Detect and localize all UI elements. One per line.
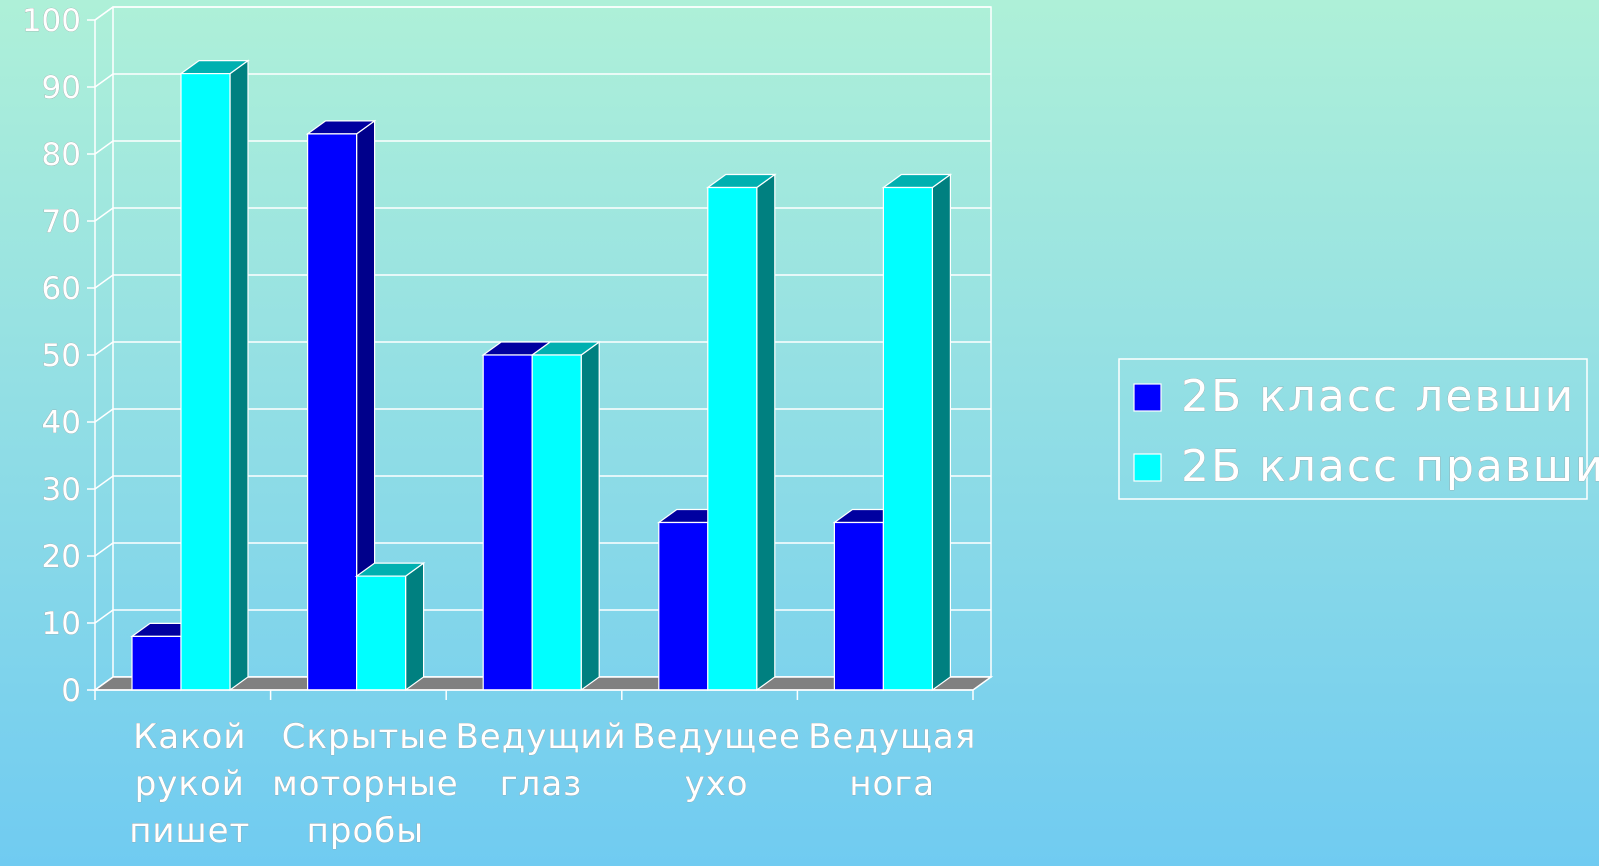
bar-front [307, 133, 358, 691]
gridline-diagonal [94, 408, 114, 423]
bar [705, 173, 777, 692]
legend: 2Б класс левши 2Б класс правши [1118, 358, 1599, 500]
y-tick-label: 40 [42, 405, 81, 441]
bar-front [658, 521, 709, 691]
gridline-diagonal [94, 73, 114, 88]
gridline-diagonal [94, 207, 114, 222]
legend-box [1118, 358, 1588, 500]
legend-item: 2Б класс правши [1133, 441, 1599, 492]
gridline-diagonal [94, 609, 114, 624]
legend-label: 2Б класс правши [1181, 441, 1599, 492]
bar-side [405, 561, 425, 692]
bar-side [931, 173, 952, 692]
gridline-diagonal [94, 475, 114, 490]
legend-item: 2Б класс левши [1133, 371, 1575, 422]
legend-label: 2Б класс левши [1181, 371, 1575, 422]
x-tick-label: Какой рукой пишет [129, 717, 250, 851]
bar [530, 340, 602, 692]
bar-front [833, 521, 885, 691]
bar-side [756, 173, 776, 692]
bar-front [882, 186, 934, 691]
bar [881, 173, 953, 692]
gridline-diagonal [94, 140, 114, 155]
y-tick-label: 90 [42, 70, 81, 106]
bar-front [131, 635, 182, 691]
x-tick-label: Скрытые моторные пробы [272, 717, 459, 851]
bars [130, 59, 953, 692]
y-tick-label: 100 [22, 3, 81, 39]
gridline-diagonal [94, 274, 114, 289]
bar-front [356, 575, 407, 691]
y-tick-label: 0 [61, 673, 81, 709]
bar [305, 119, 377, 692]
y-axis: 0 10 20 30 40 50 60 70 80 90 100 [22, 3, 96, 709]
x-tick-label: Ведущее ухо [632, 717, 801, 804]
bar-front [531, 354, 582, 691]
y-tick-label: 80 [42, 137, 81, 173]
bar [354, 561, 426, 692]
x-tick-label: Ведущая нога [808, 717, 976, 804]
bar-side [580, 340, 600, 692]
y-tick-label: 30 [42, 472, 81, 508]
gridline-diagonal [94, 6, 114, 21]
legend-swatch [1133, 453, 1162, 482]
bar-front [707, 186, 758, 691]
y-tick-label: 70 [42, 204, 81, 240]
y-tick-label: 50 [42, 338, 81, 374]
gridline-diagonal [94, 341, 114, 356]
gridline-diagonal [94, 542, 114, 557]
bar-front [180, 72, 231, 691]
y-tick-label: 60 [42, 271, 81, 307]
bar-front [482, 354, 533, 691]
bar-side [229, 59, 249, 692]
bar [179, 59, 250, 692]
y-tick-label: 10 [42, 606, 81, 642]
legend-swatch [1133, 383, 1162, 412]
x-tick-label: Ведущий глаз [455, 717, 626, 804]
y-tick-label: 20 [42, 539, 81, 575]
